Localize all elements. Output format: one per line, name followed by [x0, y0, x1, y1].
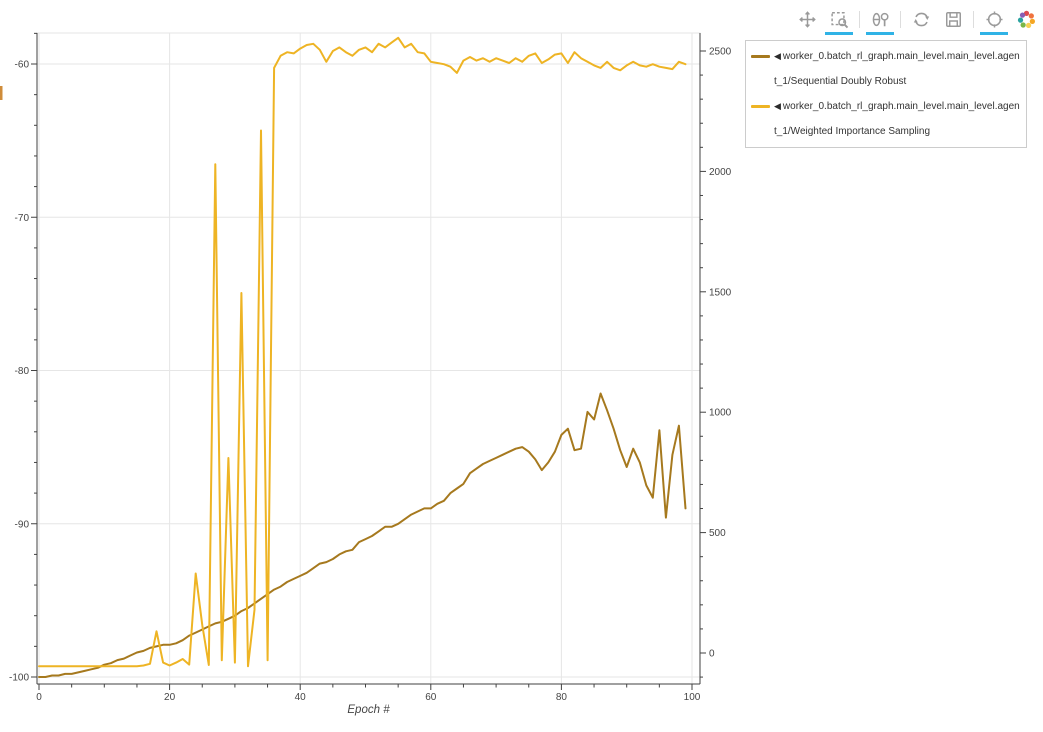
x-tick-label: 0: [36, 692, 42, 703]
pan-move-icon: [798, 10, 817, 29]
right-tick-label: 0: [709, 649, 715, 660]
toolbar-separator: [900, 10, 901, 28]
series-line-weighted-importance-sampling: [38, 36, 687, 668]
reset-tool-button[interactable]: [909, 7, 933, 31]
box-zoom-tool-button[interactable]: [825, 7, 853, 35]
active-tool-underline: [866, 32, 894, 35]
series-line-sequential-doubly-robust: [38, 392, 687, 678]
legend-swatch-sdr: [751, 55, 770, 58]
bokeh-logo-button[interactable]: [1014, 7, 1038, 31]
legend-label-sdr: ◀ worker_0.batch_rl_graph.main_level.main…: [774, 51, 1020, 87]
wheel-zoom-tool-button[interactable]: [866, 7, 894, 35]
legend-label-wis: ◀ worker_0.batch_rl_graph.main_level.main…: [774, 101, 1020, 137]
toolbar-separator: [973, 10, 974, 28]
save-icon: [944, 10, 963, 29]
bokeh-toolbar: [795, 7, 1038, 35]
left-tick-label: -70: [15, 213, 30, 224]
left-tick-label: -80: [15, 366, 30, 377]
x-axis-title: Epoch #: [347, 704, 390, 716]
right-tick-label: 1500: [709, 287, 732, 298]
legend-marker-icon: ◀: [774, 101, 781, 111]
right-tick-label: 2000: [709, 167, 732, 178]
left-tick-label: -90: [15, 519, 30, 530]
toolbar-separator: [859, 10, 860, 28]
x-tick-label: 20: [164, 692, 176, 703]
left-tick-label: -100: [9, 673, 29, 684]
bokeh-plot-canvas[interactable]: 0 20 40 60 80 100 -100 -90 -80 -70 -60 0 500 1000 1500…: [0, 0, 745, 732]
hover-crosshair-icon: [985, 10, 1004, 29]
legend-swatch-wis: [751, 105, 770, 108]
clipped-y-axis-label: [0, 86, 3, 100]
x-tick-label: 40: [295, 692, 307, 703]
legend-marker-icon: ◀: [774, 51, 781, 61]
x-tick-label: 80: [556, 692, 568, 703]
active-tool-underline: [980, 32, 1008, 35]
right-tick-label: 500: [709, 528, 726, 539]
legend-box: ◀ worker_0.batch_rl_graph.main_level.main…: [745, 40, 1027, 148]
box-zoom-icon: [830, 10, 849, 29]
active-tool-underline: [825, 32, 853, 35]
save-tool-button[interactable]: [941, 7, 965, 31]
bokeh-logo-icon: [1016, 9, 1037, 30]
left-tick-label: -60: [15, 60, 30, 71]
legend-entry-sdr: ◀ worker_0.batch_rl_graph.main_level.main…: [751, 44, 1020, 94]
hover-tool-button[interactable]: [980, 7, 1008, 35]
x-tick-label: 60: [425, 692, 437, 703]
x-tick-label: 100: [684, 692, 701, 703]
reset-icon: [912, 10, 931, 29]
wheel-zoom-icon: [871, 10, 890, 29]
pan-tool-button[interactable]: [795, 7, 819, 31]
right-tick-label: 1000: [709, 408, 732, 419]
plot-outline: [36, 32, 701, 685]
right-tick-label: 2500: [709, 47, 732, 58]
legend-entry-wis: ◀ worker_0.batch_rl_graph.main_level.main…: [751, 94, 1020, 144]
